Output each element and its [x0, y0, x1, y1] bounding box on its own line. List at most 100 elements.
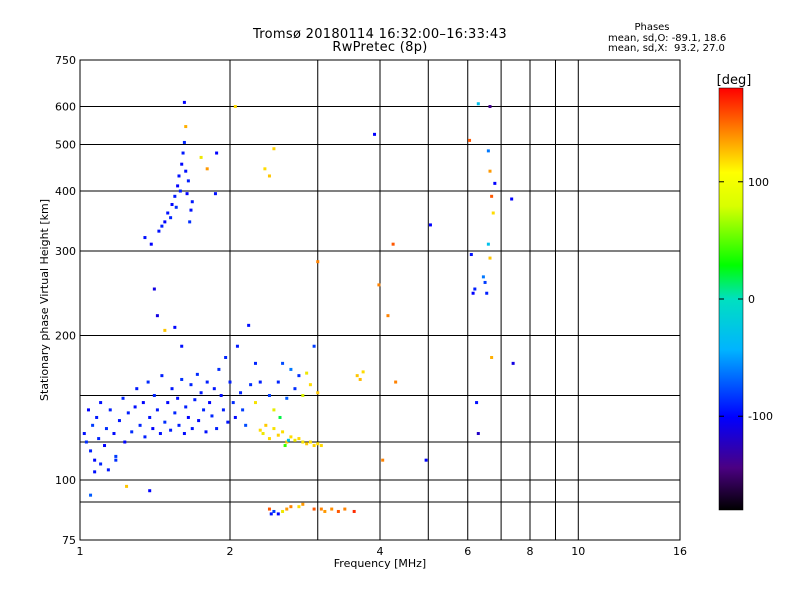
echo-point	[510, 197, 514, 201]
x-tick-label: 2	[227, 545, 234, 558]
echo-point	[424, 458, 428, 462]
echo-point	[261, 432, 265, 436]
echo-point	[281, 430, 285, 434]
echo-point	[184, 169, 188, 173]
echo-point	[184, 405, 188, 409]
echo-point	[281, 361, 285, 365]
echo-point	[285, 396, 289, 400]
echo-point	[184, 125, 188, 129]
echo-point	[323, 509, 327, 513]
echo-point	[297, 437, 301, 441]
echo-point	[312, 507, 316, 511]
echo-point	[228, 380, 232, 384]
echo-point	[301, 440, 305, 444]
echo-point	[272, 408, 276, 412]
echo-point	[319, 507, 323, 511]
echo-point	[173, 194, 177, 198]
data-points	[82, 100, 515, 516]
echo-point	[488, 256, 492, 260]
echo-point	[281, 509, 285, 513]
x-tick-label: 1	[77, 545, 84, 558]
echo-point	[160, 224, 164, 228]
echo-point	[180, 162, 184, 166]
colorbar-ticks: 100 0 -100	[719, 176, 773, 423]
echo-point	[469, 253, 473, 257]
echo-point	[278, 415, 282, 419]
echo-point	[316, 260, 320, 264]
echo-point	[182, 100, 186, 104]
echo-point	[151, 427, 155, 431]
echo-point	[316, 442, 320, 446]
echo-point	[103, 444, 107, 448]
echo-point	[486, 242, 490, 246]
echo-point	[267, 507, 271, 511]
echo-point	[485, 291, 489, 295]
y-tick-label: 600	[55, 101, 76, 114]
echo-point	[99, 462, 103, 466]
echo-point	[476, 102, 480, 106]
echo-point	[241, 408, 245, 412]
echo-point	[204, 430, 208, 434]
echo-point	[157, 229, 161, 233]
echo-point	[386, 314, 390, 318]
echo-point	[231, 401, 235, 405]
echo-point	[186, 415, 190, 419]
echo-point	[173, 411, 177, 415]
echo-point	[490, 355, 494, 359]
echo-point	[202, 408, 206, 412]
echo-point	[152, 394, 156, 398]
echo-point	[189, 208, 193, 212]
echo-point	[301, 502, 305, 506]
echo-point	[112, 432, 116, 436]
echo-point	[319, 444, 323, 448]
echo-point	[104, 427, 108, 431]
echo-point	[286, 438, 290, 442]
y-tick-label: 500	[55, 139, 76, 152]
chart-title: Tromsø 20180114 16:32:00–16:33:43	[252, 27, 508, 42]
x-axis-label: Frequency [MHz]	[334, 557, 426, 570]
echo-point	[170, 387, 174, 391]
echo-point	[488, 105, 492, 109]
echo-point	[358, 377, 362, 381]
echo-point	[381, 458, 385, 462]
echo-point	[143, 236, 147, 240]
x-tick-label: 4	[377, 545, 384, 558]
echo-point	[361, 370, 365, 374]
echo-point	[285, 440, 289, 444]
echo-point	[106, 468, 110, 472]
echo-point	[272, 147, 276, 151]
echo-point	[138, 423, 142, 427]
echo-point	[212, 387, 216, 391]
echo-point	[152, 287, 156, 291]
echo-point	[148, 415, 152, 419]
echo-point	[219, 394, 223, 398]
echo-point	[155, 314, 159, 318]
echo-point	[163, 220, 167, 224]
echo-point	[483, 280, 487, 284]
echo-point	[264, 423, 268, 427]
echo-point	[125, 484, 129, 488]
echo-point	[343, 507, 347, 511]
echo-point	[141, 401, 145, 405]
echo-point	[263, 167, 267, 171]
echo-point	[316, 391, 320, 395]
echo-point	[491, 211, 495, 215]
echo-point	[493, 181, 497, 185]
echo-point	[180, 344, 184, 348]
echo-point	[91, 423, 95, 427]
echo-point	[163, 328, 167, 332]
echo-point	[86, 408, 90, 412]
echo-point	[267, 394, 271, 398]
echo-point	[133, 405, 137, 409]
x-tick-labels: 1 2 4 6 8 10 16	[77, 545, 688, 558]
grid-lines	[80, 60, 680, 540]
echo-point	[182, 140, 186, 144]
echo-point	[352, 509, 356, 513]
echo-point	[473, 287, 477, 291]
echo-point	[221, 408, 225, 412]
y-tick-label: 100	[55, 474, 76, 487]
echo-point	[199, 155, 203, 159]
echo-point	[130, 430, 134, 434]
echo-point	[267, 174, 271, 178]
echo-point	[177, 423, 181, 427]
